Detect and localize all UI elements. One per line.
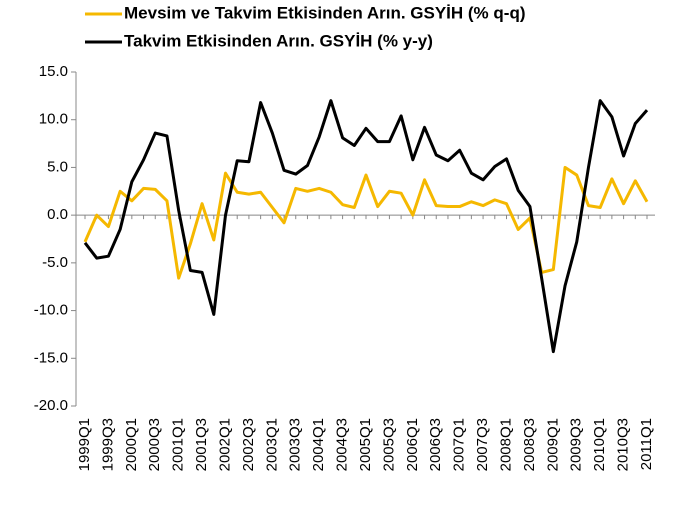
x-tick-label: 2004Q3 [334,418,351,471]
x-tick-label: 2001Q1 [170,418,187,471]
x-tick-label: 2006Q1 [404,418,421,471]
x-tick-label: 2010Q3 [615,418,632,471]
x-tick-label: 2003Q1 [263,418,280,471]
x-tick-label: 2001Q3 [193,418,210,471]
x-tick-label: 2007Q3 [474,418,491,471]
x-tick-label: 2011Q1 [638,418,655,470]
x-tick-label: 2002Q3 [240,418,257,471]
x-tick-label: 2005Q3 [380,418,397,471]
y-tick-label: 5.0 [47,158,68,175]
x-tick-label: 2000Q3 [146,418,163,471]
legend-label: Takvim Etkisinden Arın. GSYİH (% y-y) [124,31,433,50]
x-tick-label: 1999Q1 [76,418,93,471]
x-tick-label: 2008Q3 [521,418,538,471]
x-tick-label: 2000Q1 [123,418,140,471]
series-line [83,165,649,280]
x-tick-label: 2009Q1 [544,418,561,471]
y-tick-label: -15.0 [34,349,68,366]
legend-label: Mevsim ve Takvim Etkisinden Arın. GSYİH … [124,3,525,22]
y-tick-label: -20.0 [34,397,68,414]
x-tick-label: 2010Q1 [591,418,608,471]
x-tick-label: 2009Q3 [568,418,585,471]
y-tick-label: 15.0 [39,63,68,80]
x-tick-label: 2003Q3 [287,418,304,471]
y-tick-label: -5.0 [42,254,68,271]
y-tick-label: -10.0 [34,302,68,319]
series-line [83,99,649,354]
x-tick-label: 1999Q3 [99,418,116,471]
x-tick-label: 2004Q1 [310,418,327,471]
x-tick-label: 2006Q3 [427,418,444,471]
x-tick-label: 2005Q1 [357,418,374,471]
y-tick-label: 10.0 [39,111,68,128]
x-tick-label: 2008Q1 [497,418,514,471]
x-tick-label: 2002Q1 [216,418,233,471]
x-tick-label: 2007Q1 [451,418,468,471]
y-tick-label: 0.0 [47,206,68,223]
